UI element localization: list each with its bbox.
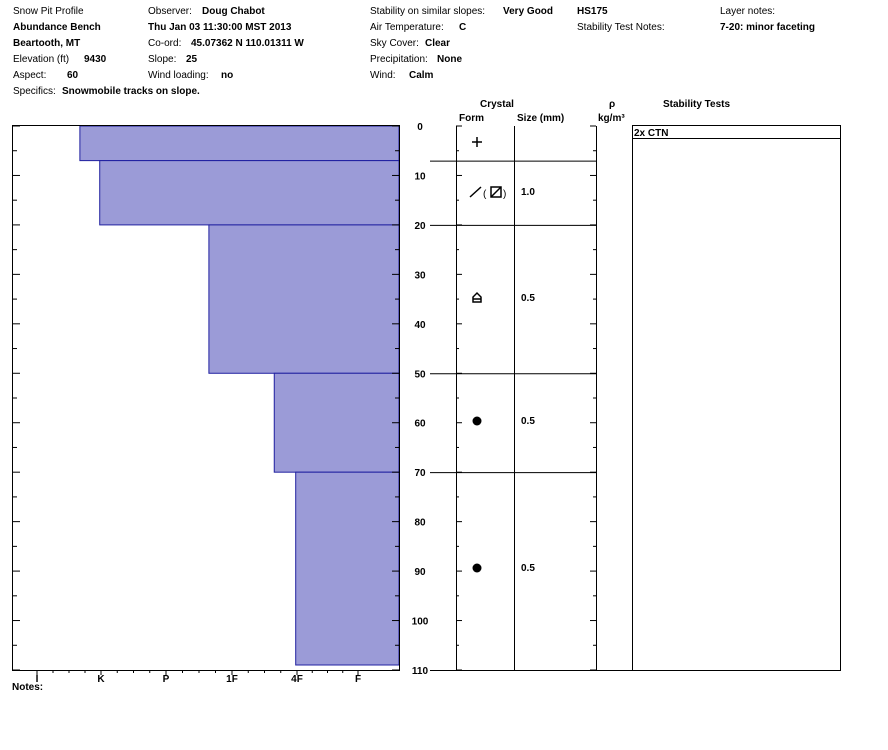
hardness-plot-frame xyxy=(12,125,400,671)
depth-label: 10 xyxy=(414,171,426,182)
stability-test-label: 2x CTN xyxy=(634,128,668,139)
hardness-layer-2 xyxy=(99,160,400,226)
density-unit: kg/m³ xyxy=(598,113,625,124)
depth-label: 50 xyxy=(414,369,426,380)
precipitation-particle-icon xyxy=(472,137,482,147)
rounded-grain-icon xyxy=(472,563,482,573)
layer-grain-size: 0.5 xyxy=(521,416,535,427)
notes-label: Notes: xyxy=(12,682,44,693)
hardness-plot-ticks xyxy=(13,125,399,675)
aspect-value: 60 xyxy=(67,70,79,81)
stability-tests-box: 2x CTN xyxy=(632,125,841,671)
wind-value: Calm xyxy=(409,70,434,81)
depth-label: 80 xyxy=(414,518,426,529)
depth-label: 0 xyxy=(417,122,423,133)
hardness-axis: I K P 1F 4F F xyxy=(36,674,361,685)
coord-value: 45.07362 N 110.01311 W xyxy=(191,38,304,49)
stability-label: Stability on similar slopes: xyxy=(370,6,486,17)
air-temp-label: Air Temperature: xyxy=(370,22,444,33)
profile-title: Snow Pit Profile xyxy=(13,6,84,17)
depth-label: 60 xyxy=(414,419,426,430)
sky-cover-label: Sky Cover: xyxy=(370,38,419,49)
slope-label: Slope: xyxy=(148,54,177,65)
depth-label: 20 xyxy=(414,221,426,232)
hardness-layer-3 xyxy=(208,224,400,374)
slope-value: 25 xyxy=(186,54,198,65)
density-symbol: ρ xyxy=(609,99,616,110)
depth-label: 90 xyxy=(414,567,426,578)
depth-label: 70 xyxy=(414,468,426,479)
layer-grain-size: 1.0 xyxy=(521,187,535,198)
layer-notes-value: 7-20: minor faceting xyxy=(720,22,816,33)
depth-label: 110 xyxy=(412,666,429,677)
depth-axis: 0 10 20 30 40 50 60 70 80 90 100 110 xyxy=(412,122,596,677)
precip-value: None xyxy=(437,54,462,65)
hardness-layers xyxy=(79,125,400,666)
precip-label: Precipitation: xyxy=(370,54,428,65)
wind-loading-label: Wind loading: xyxy=(148,70,209,81)
location-name: Abundance Bench xyxy=(13,22,101,33)
layer-grain-size: 0.5 xyxy=(521,563,535,574)
hardness-label-k: K xyxy=(97,674,105,685)
stability-value: Very Good xyxy=(503,6,554,17)
hardness-label-i: I xyxy=(36,674,39,685)
sky-cover-value: Clear xyxy=(425,38,451,49)
layer-notes-label: Layer notes: xyxy=(720,6,776,17)
air-temp-value: C xyxy=(459,22,467,33)
size-heading: Size (mm) xyxy=(517,113,565,124)
hardness-label-p: P xyxy=(163,674,170,685)
svg-text:(: ( xyxy=(483,189,487,200)
hardness-label-1f: 1F xyxy=(226,674,238,685)
faceted-rounded-icon: () xyxy=(469,186,506,200)
observer-label: Observer: xyxy=(148,6,192,17)
rounded-grain-icon xyxy=(472,416,482,426)
specifics-value: Snowmobile tracks on slope. xyxy=(62,86,200,97)
wind-loading-value: no xyxy=(221,70,234,81)
hardness-layer-1 xyxy=(79,125,400,162)
form-heading: Form xyxy=(459,113,484,124)
observation-datetime: Thu Jan 03 11:30:00 MST 2013 xyxy=(148,22,292,33)
hardness-label-f: F xyxy=(355,674,361,685)
observer-value: Doug Chabot xyxy=(202,6,265,17)
elevation-value: 9430 xyxy=(84,54,107,65)
crystal-table: () 1.0 0.5 0.5 0.5 xyxy=(430,126,840,671)
svg-text:): ) xyxy=(503,189,506,200)
hardness-layer-4 xyxy=(273,372,400,473)
stability-tests-heading: Stability Tests xyxy=(663,99,731,110)
depth-hoar-icon xyxy=(472,291,482,303)
depth-label: 30 xyxy=(414,270,426,281)
hardness-layer-5 xyxy=(295,471,400,666)
crystal-heading: Crystal xyxy=(480,99,514,110)
snow-height: HS175 xyxy=(577,6,608,17)
stability-notes-label: Stability Test Notes: xyxy=(577,22,665,33)
specifics-label: Specifics: xyxy=(13,86,56,97)
aspect-label: Aspect: xyxy=(13,70,47,81)
region-name: Beartooth, MT xyxy=(13,38,81,49)
elevation-label: Elevation (ft) xyxy=(13,54,70,65)
coord-label: Co-ord: xyxy=(148,38,182,49)
hardness-label-4f: 4F xyxy=(291,674,303,685)
depth-label: 100 xyxy=(412,617,429,628)
stability-frame xyxy=(632,125,841,671)
depth-label: 40 xyxy=(414,320,426,331)
layer-grain-size: 0.5 xyxy=(521,293,535,304)
wind-label: Wind: xyxy=(370,70,396,81)
